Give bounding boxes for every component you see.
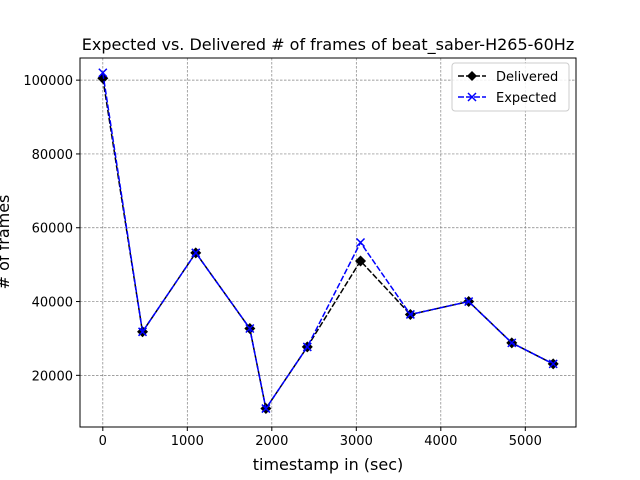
point-expected — [245, 323, 255, 334]
point-expected — [464, 297, 474, 307]
legend-box — [451, 62, 570, 112]
chart-title: Expected vs. Delivered # of frames of be… — [82, 35, 574, 55]
x-tick-label: 3000 — [340, 434, 373, 449]
x-tick-label: 5000 — [509, 434, 542, 449]
point-expected — [137, 327, 148, 337]
point-expected — [302, 342, 312, 352]
point-expected — [191, 248, 201, 258]
legend: Delivered Expected — [451, 62, 570, 112]
point-expected — [405, 309, 415, 319]
series-layer — [97, 68, 559, 415]
x-tick-label: 0 — [99, 434, 107, 449]
ticks: 0 1000 2000 3000 4000 5000 20000 40000 60000 8000… — [23, 74, 541, 449]
point-expected — [507, 338, 517, 348]
plot-area-frame — [79, 57, 577, 428]
point-expected — [356, 237, 366, 248]
y-tick-label: 100000 — [23, 74, 73, 89]
point-expected — [98, 68, 108, 78]
series-line-expected — [102, 72, 554, 411]
y-tick-label: 40000 — [32, 296, 73, 311]
legend-label-expected: Expected — [496, 91, 557, 106]
legend-marker-expected — [467, 92, 477, 102]
point-expected — [548, 359, 558, 369]
point-delivered — [355, 255, 367, 267]
y-tick-label: 60000 — [32, 222, 73, 237]
y-tick-label: 20000 — [32, 369, 73, 384]
x-axis-title: timestamp in (sec) — [253, 455, 404, 474]
legend-label-delivered: Delivered — [496, 70, 558, 85]
y-axis-title: # of frames — [0, 195, 13, 290]
y-tick-label: 80000 — [32, 148, 73, 163]
x-tick-label: 1000 — [171, 434, 204, 449]
x-tick-label: 4000 — [424, 434, 457, 449]
point-expected — [261, 404, 271, 414]
x-tick-label: 2000 — [255, 434, 288, 449]
legend-marker-delivered — [467, 71, 477, 81]
